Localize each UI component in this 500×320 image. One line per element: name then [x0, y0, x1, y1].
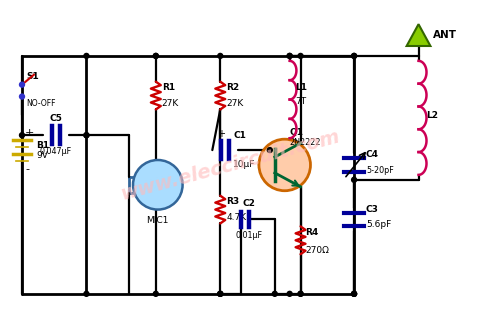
- Text: 4.7K: 4.7K: [226, 213, 246, 222]
- Text: 0.047μF: 0.047μF: [40, 147, 72, 156]
- Text: 270Ω: 270Ω: [306, 246, 330, 255]
- Circle shape: [84, 133, 89, 138]
- Text: MIC1: MIC1: [146, 215, 169, 225]
- Circle shape: [298, 291, 303, 296]
- Text: ANT: ANT: [434, 30, 458, 40]
- Text: 27K: 27K: [162, 99, 179, 108]
- Circle shape: [298, 291, 303, 296]
- Circle shape: [218, 291, 222, 296]
- Circle shape: [218, 291, 222, 296]
- Text: C5: C5: [50, 114, 62, 123]
- Circle shape: [259, 139, 310, 191]
- Circle shape: [352, 291, 356, 296]
- Text: Q1: Q1: [290, 128, 304, 137]
- Circle shape: [84, 291, 89, 296]
- Text: S1: S1: [26, 72, 38, 81]
- Text: 7T: 7T: [296, 98, 306, 107]
- Circle shape: [20, 94, 24, 99]
- Circle shape: [272, 291, 278, 296]
- Text: R4: R4: [306, 228, 319, 237]
- Circle shape: [352, 177, 356, 182]
- Text: B1: B1: [36, 140, 49, 150]
- Text: C4: C4: [366, 150, 379, 159]
- Circle shape: [352, 291, 356, 296]
- Text: 2N2222: 2N2222: [290, 138, 321, 147]
- Text: 9V: 9V: [36, 150, 48, 160]
- Text: -: -: [25, 164, 29, 174]
- Text: R3: R3: [226, 197, 239, 206]
- Circle shape: [154, 53, 158, 58]
- Text: +: +: [25, 128, 34, 138]
- Circle shape: [298, 53, 303, 58]
- Circle shape: [84, 133, 89, 138]
- Text: 5-20pF: 5-20pF: [366, 166, 394, 175]
- Text: R1: R1: [162, 83, 175, 92]
- Circle shape: [218, 291, 222, 296]
- Circle shape: [352, 291, 356, 296]
- Circle shape: [84, 53, 89, 58]
- Circle shape: [20, 82, 24, 87]
- Circle shape: [287, 291, 292, 296]
- Text: +: +: [218, 129, 226, 139]
- Circle shape: [287, 53, 292, 58]
- Circle shape: [352, 53, 356, 58]
- Text: 10μF: 10μF: [233, 160, 256, 169]
- Text: 5.6pF: 5.6pF: [366, 220, 391, 229]
- Text: R2: R2: [226, 83, 239, 92]
- Text: C2: C2: [242, 199, 256, 208]
- Circle shape: [268, 148, 272, 153]
- Text: C1: C1: [233, 131, 246, 140]
- Text: www.eleccircuit.com: www.eleccircuit.com: [118, 126, 342, 204]
- Circle shape: [287, 53, 292, 58]
- Text: C3: C3: [366, 204, 379, 213]
- Circle shape: [218, 53, 222, 58]
- Circle shape: [20, 133, 24, 138]
- Text: 0.01μF: 0.01μF: [236, 231, 262, 240]
- Text: L1: L1: [296, 83, 308, 92]
- Text: L2: L2: [426, 111, 438, 120]
- Circle shape: [352, 53, 356, 58]
- Text: NO-OFF: NO-OFF: [26, 99, 56, 108]
- Circle shape: [133, 160, 182, 210]
- Text: 27K: 27K: [226, 99, 244, 108]
- Circle shape: [154, 53, 158, 58]
- Circle shape: [154, 291, 158, 296]
- Polygon shape: [406, 24, 430, 46]
